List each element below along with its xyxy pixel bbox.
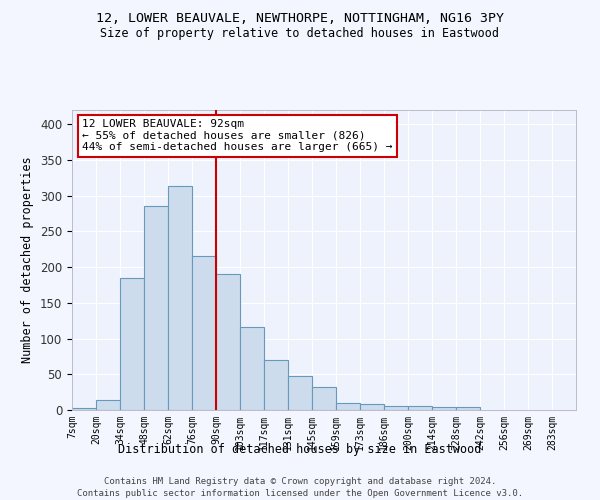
Bar: [96, 400, 120, 410]
Text: Distribution of detached houses by size in Eastwood: Distribution of detached houses by size …: [118, 442, 482, 456]
Bar: [264, 360, 288, 410]
Bar: [192, 256, 216, 410]
Bar: [216, 274, 240, 410]
Y-axis label: Number of detached properties: Number of detached properties: [22, 156, 34, 364]
Bar: [168, 186, 192, 410]
Text: 12, LOWER BEAUVALE, NEWTHORPE, NOTTINGHAM, NG16 3PY: 12, LOWER BEAUVALE, NEWTHORPE, NOTTINGHA…: [96, 12, 504, 26]
Bar: [360, 404, 384, 410]
Bar: [384, 406, 408, 410]
Bar: [120, 278, 144, 410]
Bar: [144, 206, 168, 410]
Bar: [456, 407, 480, 410]
Bar: [336, 403, 360, 410]
Text: 12 LOWER BEAUVALE: 92sqm
← 55% of detached houses are smaller (826)
44% of semi-: 12 LOWER BEAUVALE: 92sqm ← 55% of detach…: [82, 119, 392, 152]
Bar: [432, 407, 456, 410]
Bar: [288, 376, 312, 410]
Bar: [72, 408, 96, 410]
Bar: [408, 406, 432, 410]
Text: Contains HM Land Registry data © Crown copyright and database right 2024.: Contains HM Land Registry data © Crown c…: [104, 478, 496, 486]
Text: Size of property relative to detached houses in Eastwood: Size of property relative to detached ho…: [101, 28, 499, 40]
Bar: [312, 387, 336, 410]
Bar: [240, 327, 264, 410]
Text: Contains public sector information licensed under the Open Government Licence v3: Contains public sector information licen…: [77, 489, 523, 498]
